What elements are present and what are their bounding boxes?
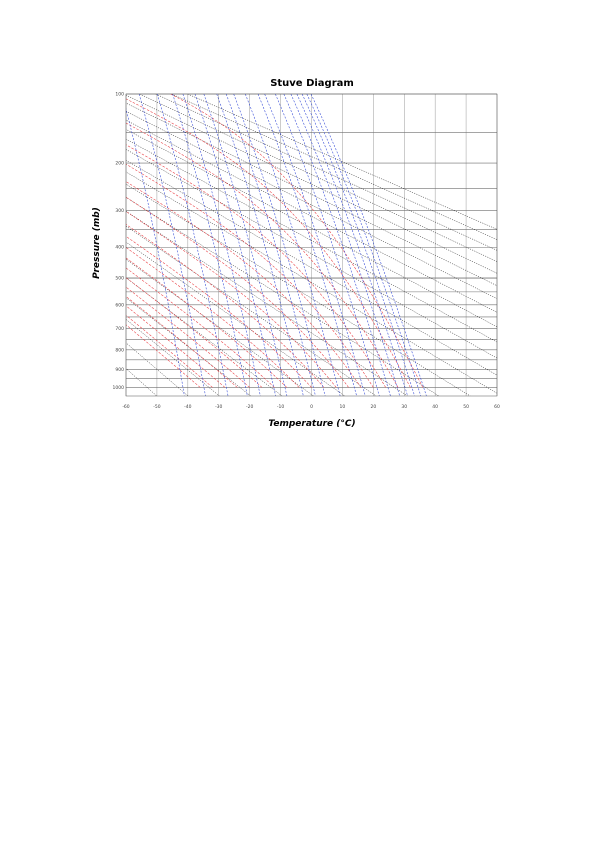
mixing-ratio-line [275, 94, 380, 396]
x-tick-label: -10 [277, 404, 284, 410]
mixing-ratio-line [264, 94, 366, 396]
moist-adiabat [170, 94, 424, 388]
moist-adiabat [126, 211, 337, 388]
x-tick-label: 60 [494, 404, 500, 410]
moist-adiabats [126, 94, 424, 388]
mixing-ratio-line [257, 94, 357, 396]
dry-adiabat [126, 183, 471, 396]
x-tick-label: 40 [432, 404, 438, 410]
dry-adiabat [126, 94, 497, 274]
moist-adiabat [126, 257, 287, 388]
dry-adiabat [126, 119, 497, 313]
dry-adiabat [126, 210, 408, 396]
dry-adiabat [187, 94, 497, 230]
mixing-ratio-line [225, 94, 316, 396]
mixing-ratio-line [301, 94, 415, 396]
mixing-ratio-lines [126, 94, 427, 396]
mixing-ratio-line [182, 94, 261, 396]
moist-adiabat [126, 224, 325, 388]
dry-adiabat [0, 94, 125, 396]
x-tick-label: 30 [401, 404, 407, 410]
moist-adiabat [126, 181, 362, 388]
x-tick-label: -20 [246, 404, 253, 410]
dry-adiabat [126, 171, 497, 394]
moist-adiabat [126, 235, 312, 388]
y-tick-label: 500 [115, 276, 124, 282]
dry-adiabat [126, 149, 497, 359]
y-tick-label: 600 [115, 302, 124, 308]
x-tick-label: 50 [463, 404, 469, 410]
moist-adiabat [126, 296, 238, 388]
moist-adiabat [126, 144, 386, 388]
moist-adiabat [126, 286, 250, 388]
y-tick-label: 200 [115, 161, 124, 167]
dry-adiabat [126, 111, 497, 299]
dry-adiabats [0, 94, 497, 396]
dry-adiabat [126, 241, 345, 396]
chart-title: Stuve Diagram [270, 78, 354, 89]
x-tick-label: 20 [370, 404, 376, 410]
x-tick-label: -60 [122, 404, 129, 410]
mixing-ratio-line [138, 94, 206, 396]
dry-adiabat [126, 129, 497, 328]
moist-adiabat [126, 277, 263, 388]
x-axis-label: Temperature (°C) [268, 419, 355, 429]
mixing-ratio-line [283, 94, 391, 396]
mixing-ratio-line [245, 94, 341, 396]
dry-adiabat [139, 94, 497, 262]
x-tick-label: 10 [340, 404, 346, 410]
dry-adiabat [155, 94, 497, 251]
mixing-ratio-line [194, 94, 276, 396]
x-tick-label: -50 [153, 404, 160, 410]
dry-adiabat [126, 342, 189, 396]
y-tick-label: 100 [115, 92, 124, 98]
y-axis-label: Pressure (mb) [92, 207, 102, 279]
mixing-ratio-line [290, 94, 401, 396]
y-tick-label: 700 [115, 326, 124, 332]
tick-labels: -60 -50 -40 -30 -20 -10 0 10 20 30 40 50 60 100 200 300… [113, 92, 500, 411]
moist-adiabat [126, 163, 374, 388]
dry-adiabat [126, 225, 377, 396]
mixing-ratio-line [296, 94, 408, 396]
y-tick-label: 800 [115, 347, 124, 353]
moist-adiabat [126, 314, 213, 388]
dry-adiabat [126, 297, 251, 396]
dry-adiabat [126, 138, 497, 343]
x-tick-label: 0 [310, 404, 313, 410]
dry-adiabat [126, 160, 497, 376]
x-tick-label: -40 [184, 404, 191, 410]
mixing-ratio-line [310, 94, 427, 396]
mixing-ratio-line [126, 107, 185, 396]
mixing-ratio-line [216, 94, 304, 396]
y-tick-label: 900 [115, 367, 124, 373]
mixing-ratio-line [172, 94, 248, 396]
moist-adiabat [126, 267, 275, 388]
y-tick-label: 300 [115, 208, 124, 214]
mixing-ratio-line [306, 94, 422, 396]
mixing-ratio-line [156, 94, 229, 396]
x-tick-label: -30 [215, 404, 222, 410]
mixing-ratio-line [203, 94, 288, 396]
mixing-ratio-line [233, 94, 326, 396]
dry-adiabat [171, 94, 497, 240]
y-tick-label: 400 [115, 245, 124, 251]
plot-frame [125, 93, 498, 397]
y-tick-label: 1000 [113, 385, 125, 391]
